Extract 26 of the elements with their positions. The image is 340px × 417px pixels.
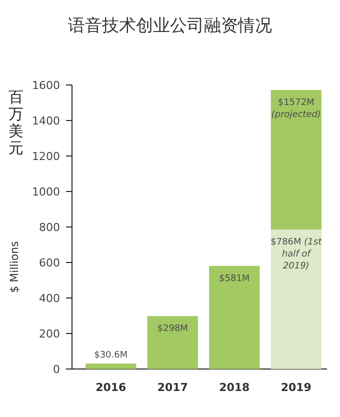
bar [270,229,322,369]
bar [86,364,136,369]
y-tick-label: 400 [39,292,60,305]
y-tick-label: 1400 [32,114,60,128]
annotation: $1572M (projected) [271,98,321,120]
data-label: $581M [219,274,250,284]
y-tick-label: 800 [39,221,60,234]
bar [209,266,260,369]
annotation: $786M (1st half of 2019) [270,237,322,272]
x-tick-label: 2017 [157,381,188,394]
text: 百万美元 [8,88,24,157]
x-tick-label: 2019 [280,381,312,394]
y-tick-label: 600 [39,256,60,270]
y-tick-label: 200 [39,328,60,340]
data-label: $30.6M [94,350,128,361]
x-tick-label: 2016 [96,381,127,394]
chart-title: 语音技术创业公司融资情况 [68,16,272,36]
y-tick-label: 1200 [32,150,60,163]
x-tick-label: 2018 [219,381,250,394]
y-tick-label: 1600 [32,79,60,92]
y-axis-title: $ Millions [8,240,21,293]
bar [270,90,322,230]
bar [147,316,198,369]
data-label: $298M [157,324,188,334]
y-tick-label: 0 [53,363,60,376]
y-tick-label: 1000 [32,186,60,198]
